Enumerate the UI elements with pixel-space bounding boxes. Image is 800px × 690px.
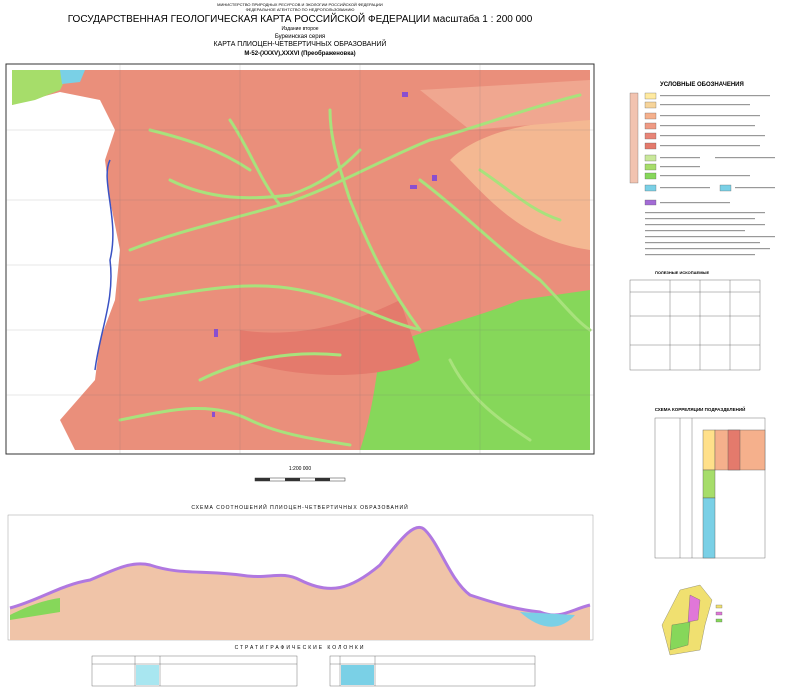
series: Буреинская серия [275, 34, 325, 40]
legend-swatches [629, 92, 732, 206]
sheet-code: M-52-(XXXV),XXXVI (Преображеновка) [244, 50, 355, 57]
strat-columns [91, 655, 536, 687]
legend-title: УСЛОВНЫЕ ОБОЗНАЧЕНИЯ [660, 82, 744, 88]
columns-title: СТРАТИГРАФИЧЕСКИЕ КОЛОНКИ [235, 645, 366, 651]
correlation-scheme [654, 417, 766, 559]
section-title: СХЕМА СООТНОШЕНИЙ ПЛИОЦЕН-ЧЕТВЕРТИЧНЫХ О… [191, 503, 408, 511]
edition: Издание второе [281, 26, 318, 32]
main-title: ГОСУДАРСТВЕННАЯ ГЕОЛОГИЧЕСКАЯ КАРТА РОСС… [68, 12, 533, 25]
cross-section [7, 514, 594, 641]
inset-scheme [661, 584, 723, 656]
minerals-title: ПОЛЕЗНЫЕ ИСКОПАЕМЫЕ [655, 270, 709, 275]
minerals-table [629, 279, 761, 371]
correlation-title: СХЕМА КОРРЕЛЯЦИИ ПОДРАЗДЕЛЕНИЙ [655, 405, 746, 412]
ministry: МИНИСТЕРСТВО ПРИРОДНЫХ РЕСУРСОВ И ЭКОЛОГ… [217, 2, 383, 7]
scale-label: 1:200 000 [289, 466, 311, 472]
map [5, 63, 595, 455]
agency: ФЕДЕРАЛЬНОЕ АГЕНТСТВО ПО НЕДРОПОЛЬЗОВАНИ… [246, 7, 355, 12]
map-title: КАРТА ПЛИОЦЕН-ЧЕТВЕРТИЧНЫХ ОБРАЗОВАНИЙ [214, 39, 387, 48]
legend-text-lines [645, 95, 775, 256]
